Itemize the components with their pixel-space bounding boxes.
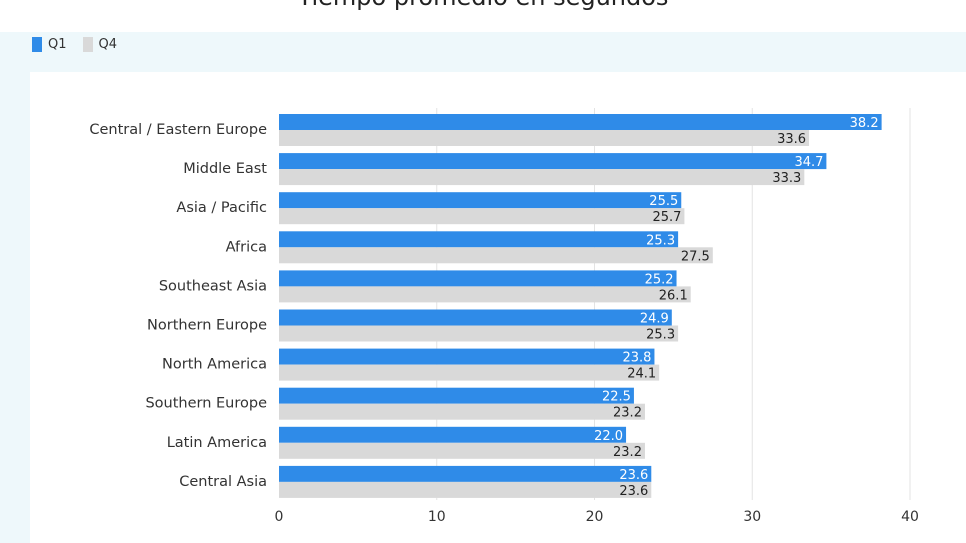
x-tick-label: 20 xyxy=(586,509,604,525)
bar-q4 xyxy=(279,247,713,264)
x-tick-label: 0 xyxy=(275,509,284,525)
plot-panel xyxy=(30,72,966,543)
data-label-q1: 22.5 xyxy=(602,390,631,405)
category-label: Northern Europe xyxy=(147,318,267,334)
data-label-q4: 23.2 xyxy=(613,445,642,460)
bar-q1 xyxy=(279,348,655,365)
bar-q1 xyxy=(279,192,682,209)
data-label-q4: 23.6 xyxy=(619,484,648,499)
bar-q4 xyxy=(279,208,685,225)
data-label-q1: 38.2 xyxy=(850,116,879,131)
x-tick-label: 30 xyxy=(743,509,761,525)
data-label-q4: 24.1 xyxy=(627,367,656,382)
bar-q1 xyxy=(279,153,827,170)
data-label-q1: 25.3 xyxy=(646,233,675,248)
data-label-q4: 25.3 xyxy=(646,328,675,343)
bar-q4 xyxy=(279,169,805,186)
legend: Q1 Q4 xyxy=(32,37,117,52)
data-label-q1: 25.5 xyxy=(649,194,678,209)
legend-swatch-q1 xyxy=(32,37,42,52)
data-label-q1: 34.7 xyxy=(794,155,823,170)
bar-q4 xyxy=(279,481,652,498)
data-label-q4: 23.2 xyxy=(613,406,642,421)
bar-q1 xyxy=(279,309,672,326)
data-label-q4: 26.1 xyxy=(659,288,688,303)
data-label-q4: 27.5 xyxy=(681,249,710,264)
legend-swatch-q4 xyxy=(82,37,93,52)
data-label-q1: 22.0 xyxy=(594,429,623,444)
bar-q1 xyxy=(279,426,627,443)
bar-q4 xyxy=(279,403,645,420)
category-label: Latin America xyxy=(167,435,267,451)
bar-q1 xyxy=(279,270,677,287)
category-label: Central / Eastern Europe xyxy=(89,122,267,138)
category-label: Africa xyxy=(226,239,267,255)
category-label: Southeast Asia xyxy=(159,278,267,294)
chart-title: Tiempo promedio en segundos xyxy=(0,0,966,11)
data-label-q4: 33.3 xyxy=(772,171,801,186)
data-label-q1: 23.8 xyxy=(622,351,651,366)
category-label: Middle East xyxy=(183,161,267,177)
bar-q1 xyxy=(279,231,679,248)
x-tick-label: 40 xyxy=(901,509,919,525)
bar-q1 xyxy=(279,387,634,404)
category-label: Asia / Pacific xyxy=(176,200,267,216)
category-label: Central Asia xyxy=(179,474,267,490)
data-label-q1: 25.2 xyxy=(645,272,674,287)
bar-q4 xyxy=(279,364,660,381)
data-label-q4: 33.6 xyxy=(777,132,806,147)
category-label: Southern Europe xyxy=(145,396,267,412)
legend-label-q1: Q1 xyxy=(48,37,67,52)
bar-q4 xyxy=(279,130,810,146)
category-label: North America xyxy=(162,357,267,373)
data-label-q1: 23.6 xyxy=(619,468,648,483)
data-label-q1: 24.9 xyxy=(640,312,669,327)
data-label-q4: 25.7 xyxy=(652,210,681,225)
bar-q1 xyxy=(279,465,652,482)
bar-q4 xyxy=(279,325,679,342)
legend-label-q4: Q4 xyxy=(98,37,118,52)
bar-q1 xyxy=(279,114,882,130)
bar-q4 xyxy=(279,442,645,459)
x-tick-label: 10 xyxy=(428,509,446,525)
bar-q4 xyxy=(279,286,691,303)
